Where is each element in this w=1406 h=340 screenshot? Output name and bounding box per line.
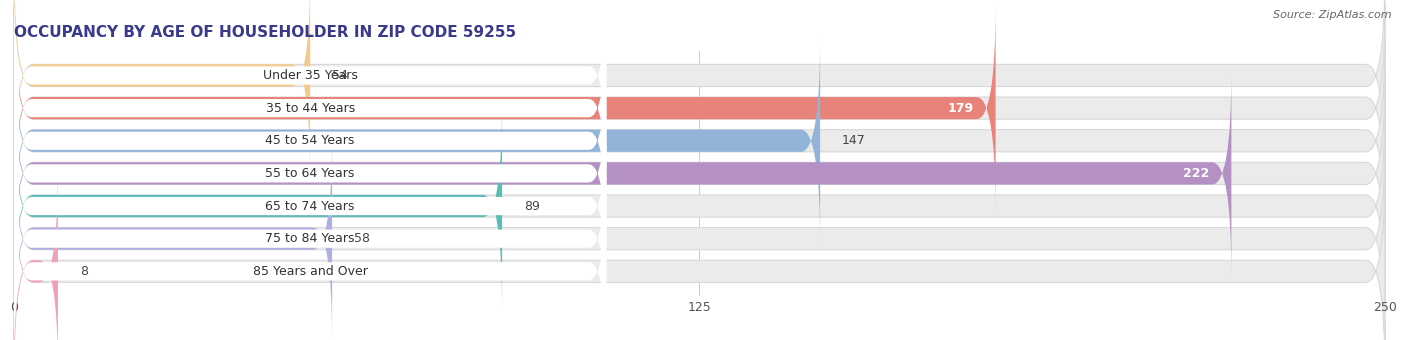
FancyBboxPatch shape (14, 103, 1385, 309)
Text: 75 to 84 Years: 75 to 84 Years (266, 232, 354, 245)
FancyBboxPatch shape (14, 70, 1232, 276)
FancyBboxPatch shape (14, 5, 995, 211)
Text: OCCUPANCY BY AGE OF HOUSEHOLDER IN ZIP CODE 59255: OCCUPANCY BY AGE OF HOUSEHOLDER IN ZIP C… (14, 25, 516, 40)
FancyBboxPatch shape (14, 168, 1385, 340)
FancyBboxPatch shape (14, 13, 606, 203)
Text: 222: 222 (1184, 167, 1209, 180)
Text: 54: 54 (332, 69, 347, 82)
Text: 55 to 64 Years: 55 to 64 Years (266, 167, 354, 180)
FancyBboxPatch shape (14, 70, 1385, 276)
FancyBboxPatch shape (14, 5, 1385, 211)
FancyBboxPatch shape (14, 103, 502, 309)
FancyBboxPatch shape (14, 0, 606, 171)
Text: 85 Years and Over: 85 Years and Over (253, 265, 367, 278)
Text: 179: 179 (948, 102, 974, 115)
FancyBboxPatch shape (14, 136, 1385, 340)
FancyBboxPatch shape (14, 143, 606, 334)
Text: 147: 147 (842, 134, 866, 147)
Text: 45 to 54 Years: 45 to 54 Years (266, 134, 354, 147)
FancyBboxPatch shape (14, 111, 606, 301)
FancyBboxPatch shape (14, 0, 1385, 178)
Text: 89: 89 (524, 200, 540, 212)
FancyBboxPatch shape (14, 78, 606, 269)
FancyBboxPatch shape (14, 46, 606, 236)
FancyBboxPatch shape (14, 168, 58, 340)
Text: 35 to 44 Years: 35 to 44 Years (266, 102, 354, 115)
FancyBboxPatch shape (14, 176, 606, 340)
Text: Source: ZipAtlas.com: Source: ZipAtlas.com (1274, 10, 1392, 20)
Text: 65 to 74 Years: 65 to 74 Years (266, 200, 354, 212)
Text: Under 35 Years: Under 35 Years (263, 69, 357, 82)
FancyBboxPatch shape (14, 136, 332, 340)
FancyBboxPatch shape (14, 38, 1385, 244)
FancyBboxPatch shape (14, 0, 311, 178)
Text: 58: 58 (354, 232, 370, 245)
FancyBboxPatch shape (14, 38, 820, 244)
Text: 8: 8 (80, 265, 87, 278)
